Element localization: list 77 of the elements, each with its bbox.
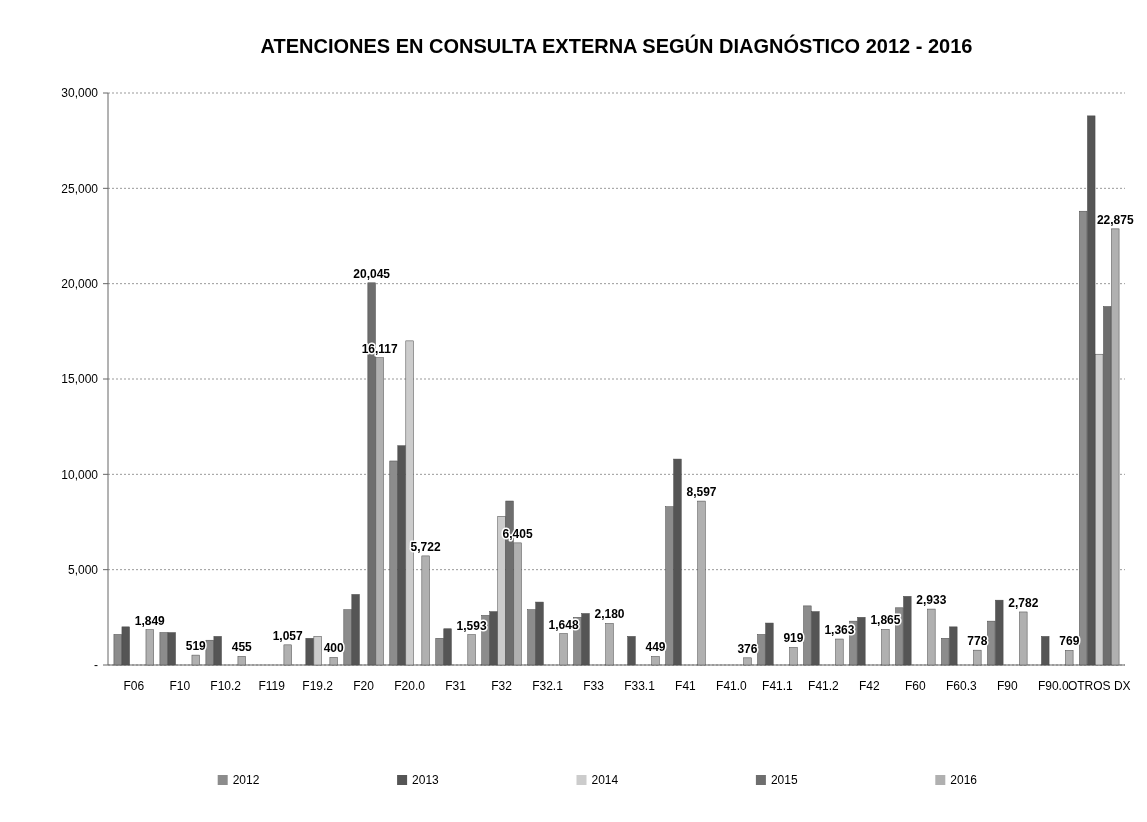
- data-label: 1,593: [456, 618, 487, 633]
- x-tick-label: F41.0: [716, 679, 748, 693]
- y-tick-label: 10,000: [61, 467, 99, 482]
- bar: [881, 629, 890, 666]
- legend-label: 2012: [232, 773, 260, 788]
- bar: [697, 500, 706, 666]
- bar: [1065, 650, 1074, 666]
- data-label: 5,722: [410, 539, 441, 554]
- x-tick-label: OTROS DX: [1067, 679, 1131, 693]
- x-tick-label: F41: [675, 679, 697, 693]
- bar: [421, 555, 430, 666]
- bar: [627, 636, 636, 666]
- x-tick-label: F42: [859, 679, 881, 693]
- bar: [789, 647, 798, 666]
- data-label: 519: [185, 639, 207, 654]
- x-tick-label: F20: [353, 679, 375, 693]
- y-tick-label: 20,000: [61, 276, 99, 291]
- bar: [835, 638, 844, 666]
- legend-label: 2014: [591, 773, 619, 788]
- x-tick-label: F41.2: [808, 679, 840, 693]
- legend-label: 2013: [412, 773, 440, 788]
- bar: [973, 649, 982, 666]
- bar: [329, 657, 338, 666]
- data-label: 2,782: [1008, 595, 1039, 610]
- bar: [1019, 611, 1028, 666]
- x-tick-label: F60.3: [945, 679, 977, 693]
- x-tick-label: F33.1: [624, 679, 656, 693]
- x-tick-label: F06: [123, 679, 145, 693]
- data-label: 22,875: [1096, 212, 1134, 227]
- x-tick-label: F33: [583, 679, 605, 693]
- x-tick-label: F10: [169, 679, 191, 693]
- data-label: 769: [1059, 634, 1080, 649]
- legend-label: 2016: [950, 773, 978, 788]
- data-label: 778: [967, 634, 988, 649]
- data-label: 1,849: [134, 613, 166, 628]
- x-tick-label: F32: [491, 679, 513, 693]
- data-label: 1,648: [548, 617, 579, 632]
- x-tick-label: F60: [905, 679, 927, 693]
- y-tick-label: 30,000: [61, 86, 99, 101]
- x-tick-label: F19.2: [302, 679, 334, 693]
- bar: [467, 634, 476, 666]
- y-tick-label: 15,000: [61, 372, 99, 387]
- bar: [927, 608, 936, 666]
- x-tick-label: F31: [445, 679, 467, 693]
- bar: [145, 629, 154, 666]
- bar: [743, 657, 752, 666]
- x-tick-label: F41.1: [762, 679, 794, 693]
- bar: [191, 654, 200, 666]
- data-label: 20,045: [353, 266, 391, 281]
- y-tick-label: 5,000: [67, 562, 99, 577]
- x-tick-label: F32.1: [532, 679, 564, 693]
- x-tick-label: F119: [258, 679, 286, 693]
- data-label: 376: [737, 641, 758, 656]
- data-label: 2,933: [916, 593, 947, 608]
- y-tick-label: 25,000: [61, 181, 99, 196]
- data-label: 1,057: [272, 628, 304, 643]
- bar: [651, 656, 660, 666]
- x-tick-label: F20.0: [394, 679, 426, 693]
- data-label: 919: [783, 631, 804, 646]
- x-tick-label: F10.2: [210, 679, 242, 693]
- data-label: 2,180: [594, 607, 625, 622]
- bar: [1041, 636, 1050, 666]
- chart-title: ATENCIONES EN CONSULTA EXTERNA SEGÚN DIAGNÓSTICO 2012 - 2016: [260, 34, 973, 57]
- data-label: 455: [231, 640, 253, 655]
- data-label: 1,865: [870, 613, 901, 628]
- x-tick-label: F90.0: [1037, 679, 1069, 693]
- bar: [283, 644, 292, 666]
- data-label: 8,597: [686, 485, 717, 500]
- y-tick-label: -: [94, 658, 98, 673]
- bar: [559, 633, 568, 666]
- data-label: 1,363: [824, 623, 855, 638]
- data-label: 400: [323, 641, 345, 656]
- bar: [605, 623, 614, 666]
- data-label: 449: [645, 640, 666, 655]
- legend-label: 2015: [770, 773, 798, 788]
- bar: [237, 656, 246, 666]
- x-tick-label: F90: [996, 679, 1018, 693]
